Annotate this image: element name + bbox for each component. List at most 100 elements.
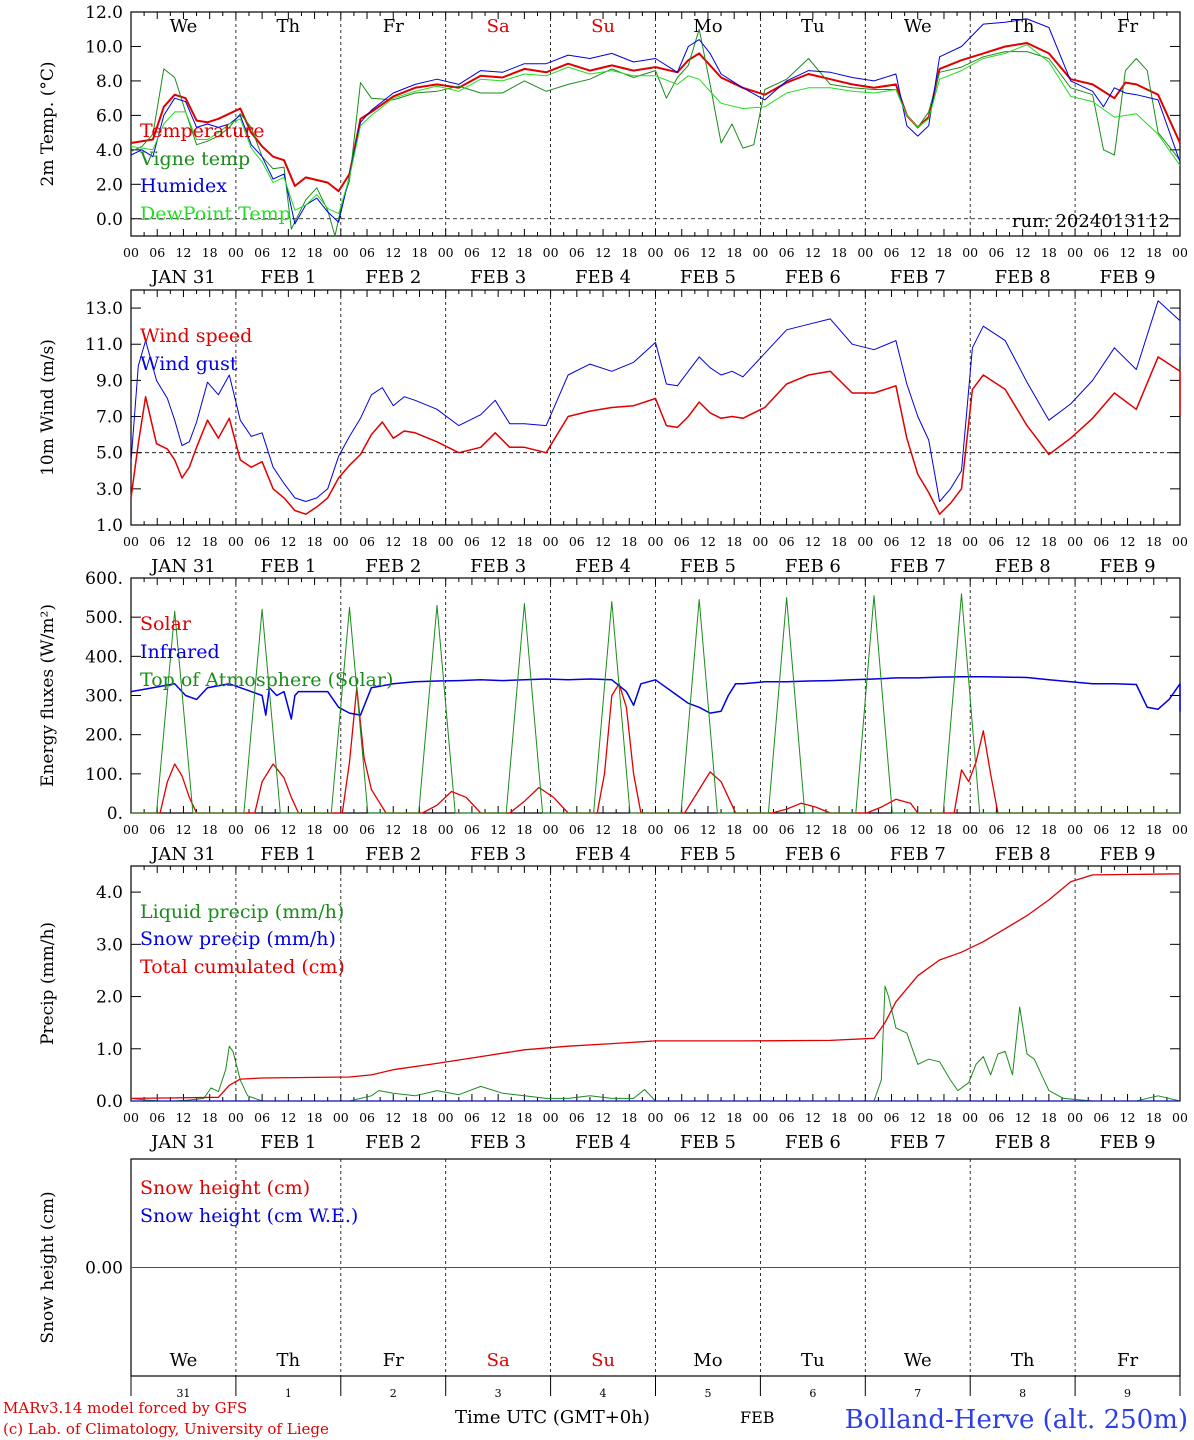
weekday-label: Th [277,16,301,37]
hour-label: 00 [752,245,768,260]
panel-1: 00 06 12 18 JAN 31 00 06 12 18 FEB 1 00 06 12 18 FEB 2… [38,3,1188,288]
y-tick-label: 1.0 [96,1040,123,1060]
hour-label: 12 [280,245,296,260]
hour-label: 06 [254,534,270,549]
hour-label: 18 [726,534,742,549]
hour-label: 18 [516,245,532,260]
weekday-label: Fr [383,1350,404,1371]
panel-4: 00 06 12 18 JAN 31 00 06 12 18 FEB 1 00 06 12 18 FEB 2… [38,865,1188,1153]
y-tick-label: 10.0 [85,37,123,57]
hour-label: 18 [516,534,532,549]
series-line-3 [131,593,1180,814]
hour-label: 06 [1093,1110,1109,1125]
y-tick-label: 500. [85,608,123,628]
hour-label: 12 [595,822,611,837]
hour-label: 00 [438,822,454,837]
hour-label: 12 [700,822,716,837]
hour-label: 18 [1041,822,1057,837]
hour-label: 06 [149,245,165,260]
hour-label: 06 [464,245,480,260]
weekday-label: Th [1011,1350,1035,1371]
hour-label: 18 [936,1110,952,1125]
hour-label: 00 [1172,1110,1188,1125]
xaxis-label: Time UTC (GMT+0h) [455,1407,650,1428]
hour-label: 18 [1041,245,1057,260]
hour-label: 18 [412,1110,428,1125]
hour-label: 06 [884,534,900,549]
weekday-label: Sa [487,16,510,37]
weekday-label: Tu [801,16,825,37]
hour-label: 06 [1093,534,1109,549]
hour-label: 18 [307,245,323,260]
hour-label: 18 [726,822,742,837]
legend-entry: Top of Atmosphere (Solar) [140,669,393,691]
hour-label: 00 [857,1110,873,1125]
y-axis-title: Snow height (cm) [38,1191,58,1343]
date-label: FEB 5 [680,556,736,577]
hour-label: 12 [385,1110,401,1125]
hour-label: 00 [543,1110,559,1125]
hour-label: 18 [412,534,428,549]
lab-credit: (c) Lab. of Climatology, University of L… [3,1420,329,1438]
hour-label: 18 [307,1110,323,1125]
hour-label: 00 [228,534,244,549]
hour-label: 12 [805,245,821,260]
weekday-label: Fr [1117,16,1138,37]
series-line-3 [130,18,1181,225]
hour-label: 18 [516,1110,532,1125]
legend-entry: DewPoint Temp [140,203,291,225]
y-tick-label: 2.0 [96,988,123,1008]
hour-label: 00 [1067,822,1083,837]
hour-label: 12 [1015,822,1031,837]
legend-entry: Wind gust [140,353,238,375]
y-tick-label: 0.00 [85,1259,123,1279]
hour-label: 06 [988,245,1004,260]
weekday-label: We [170,1350,198,1371]
hour-label: 12 [385,822,401,837]
hour-label: 12 [595,245,611,260]
hour-label: 00 [333,534,349,549]
hour-label: 00 [438,1110,454,1125]
y-tick-label: 12.0 [85,3,123,23]
legend-entry: Snow height (cm) [140,1177,310,1199]
hour-label: 12 [805,1110,821,1125]
hour-label: 00 [438,534,454,549]
hour-label: 18 [307,534,323,549]
panel-5: We 31 Th 1 Fr 2 Sa 3 Su 4 Mo 5 Tu 6 We 7 Th 8 Fr 9 0.00 Snow … [38,1158,1181,1400]
date-label: FEB 4 [575,844,631,865]
date-label: FEB 6 [785,556,841,577]
date-label: FEB 5 [680,267,736,288]
hour-label: 18 [1146,822,1162,837]
hour-label: 18 [936,822,952,837]
hour-label: 00 [962,245,978,260]
weekday-label: We [170,16,198,37]
hour-label: 06 [254,1110,270,1125]
hour-label: 06 [988,1110,1004,1125]
date-label: FEB 2 [365,844,421,865]
station-label: Bolland-Herve (alt. 250m) [845,1405,1188,1435]
weekday-label: Fr [383,16,404,37]
hour-label: 00 [543,822,559,837]
hour-label: 12 [490,245,506,260]
date-label: FEB 9 [1100,556,1156,577]
date-label: FEB 8 [995,267,1051,288]
hour-label: 12 [1015,1110,1031,1125]
hour-label: 06 [359,1110,375,1125]
panel-3: 00 06 12 18 JAN 31 00 06 12 18 FEB 1 00 06 12 18 FEB 2… [38,569,1188,865]
date-label: FEB 1 [260,844,316,865]
hour-label: 12 [910,534,926,549]
hour-label: 00 [123,534,139,549]
hour-label: 06 [779,534,795,549]
weekday-label: Fr [1117,1350,1138,1371]
weekday-label: Th [277,1350,301,1371]
hour-label: 00 [1067,1110,1083,1125]
y-axis-title: 2m Temp. (°C) [38,61,58,186]
hour-label: 06 [149,1110,165,1125]
date-label: FEB 1 [260,556,316,577]
weekday-label: Su [591,16,615,37]
legend-entry: Wind speed [140,325,252,347]
date-label: FEB 2 [365,267,421,288]
hour-label: 06 [988,822,1004,837]
hour-label: 12 [595,1110,611,1125]
